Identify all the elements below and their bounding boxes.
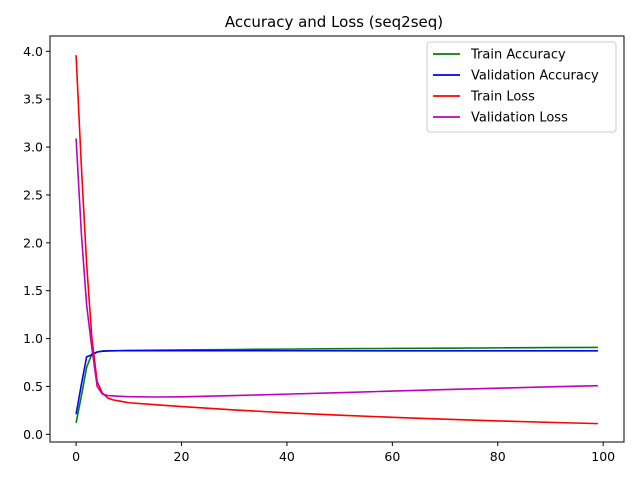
series-line-train-loss	[75, 55, 598, 425]
y-tick-label: 4.0	[23, 44, 43, 59]
x-tick-label: 60	[384, 449, 400, 464]
x-tick-label: 20	[174, 449, 190, 464]
y-tick-label: 2.0	[23, 235, 43, 250]
series-lines	[75, 55, 598, 425]
legend-label: Validation Accuracy	[471, 69, 599, 84]
x-tick-label: 40	[279, 449, 295, 464]
y-tick-label: 1.5	[23, 283, 43, 298]
y-tick-label: 0.0	[23, 427, 43, 442]
legend: Train Accuracy Validation Accuracy Train L…	[426, 41, 617, 133]
axes-border	[49, 35, 625, 443]
y-tick-label: 1.0	[23, 331, 43, 346]
legend-label: Train Accuracy	[470, 48, 566, 63]
y-tick-label: 3.0	[23, 140, 43, 155]
legend-box	[426, 41, 617, 133]
y-axis-ticks: 0.0 0.5 1.0 1.5 2.0 2.5 3.0 3.5 4.0	[23, 44, 50, 442]
x-axis-ticks: 0 20 40 60 80 100	[72, 442, 615, 464]
x-tick-label: 100	[591, 449, 615, 464]
x-tick-label: 80	[490, 449, 506, 464]
y-tick-label: 3.5	[23, 92, 43, 107]
chart-title: Accuracy and Loss (seq2seq)	[225, 13, 443, 31]
y-tick-label: 0.5	[23, 379, 43, 394]
series-line-validation-accuracy	[75, 349, 598, 415]
y-tick-label: 2.5	[23, 187, 43, 202]
axes-frame	[49, 35, 625, 443]
series-line-validation-loss	[75, 138, 598, 398]
legend-label: Validation Loss	[471, 111, 568, 126]
legend-label: Train Loss	[470, 90, 535, 105]
x-tick-label: 0	[72, 449, 80, 464]
